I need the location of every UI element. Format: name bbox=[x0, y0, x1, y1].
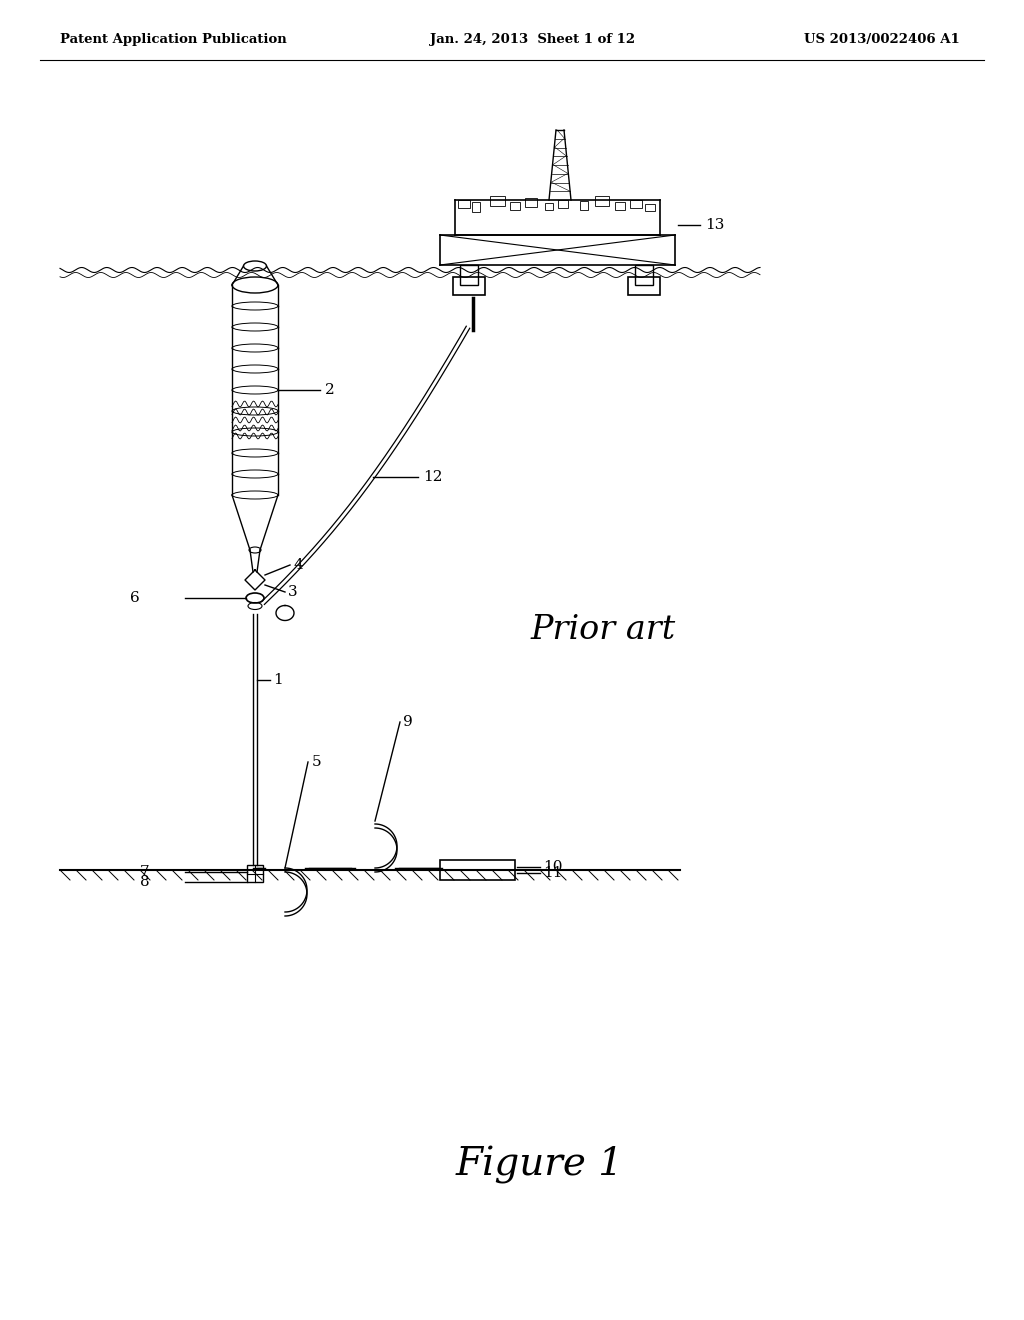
Bar bbox=[247, 865, 263, 882]
Bar bbox=[510, 202, 520, 210]
Text: 13: 13 bbox=[705, 218, 724, 232]
Bar bbox=[630, 201, 642, 209]
Bar bbox=[472, 202, 480, 213]
Bar bbox=[545, 203, 553, 210]
Bar bbox=[490, 195, 505, 206]
Text: 12: 12 bbox=[423, 470, 442, 484]
Text: Patent Application Publication: Patent Application Publication bbox=[60, 33, 287, 46]
Text: Figure 1: Figure 1 bbox=[456, 1146, 624, 1184]
Bar bbox=[615, 202, 625, 210]
Text: 7: 7 bbox=[140, 865, 150, 879]
Bar bbox=[460, 265, 478, 285]
Text: 4: 4 bbox=[293, 558, 303, 572]
Text: 6: 6 bbox=[130, 591, 139, 605]
Bar bbox=[580, 201, 588, 210]
Bar bbox=[558, 201, 568, 209]
Bar bbox=[525, 198, 537, 207]
Text: Jan. 24, 2013  Sheet 1 of 12: Jan. 24, 2013 Sheet 1 of 12 bbox=[430, 33, 635, 46]
Bar bbox=[595, 195, 609, 206]
Text: 11: 11 bbox=[543, 866, 562, 880]
Text: 1: 1 bbox=[273, 673, 283, 686]
Bar bbox=[440, 861, 515, 880]
Bar bbox=[453, 277, 485, 294]
Text: 3: 3 bbox=[288, 585, 298, 599]
Bar bbox=[645, 205, 655, 211]
Bar bbox=[628, 277, 660, 294]
Text: 10: 10 bbox=[543, 861, 562, 874]
Text: US 2013/0022406 A1: US 2013/0022406 A1 bbox=[804, 33, 961, 46]
Text: 5: 5 bbox=[312, 755, 322, 770]
Text: 9: 9 bbox=[403, 715, 413, 729]
Text: Prior art: Prior art bbox=[530, 614, 675, 645]
Text: 2: 2 bbox=[325, 383, 335, 397]
Bar bbox=[458, 201, 470, 209]
Text: 8: 8 bbox=[140, 875, 150, 888]
Bar bbox=[635, 265, 653, 285]
